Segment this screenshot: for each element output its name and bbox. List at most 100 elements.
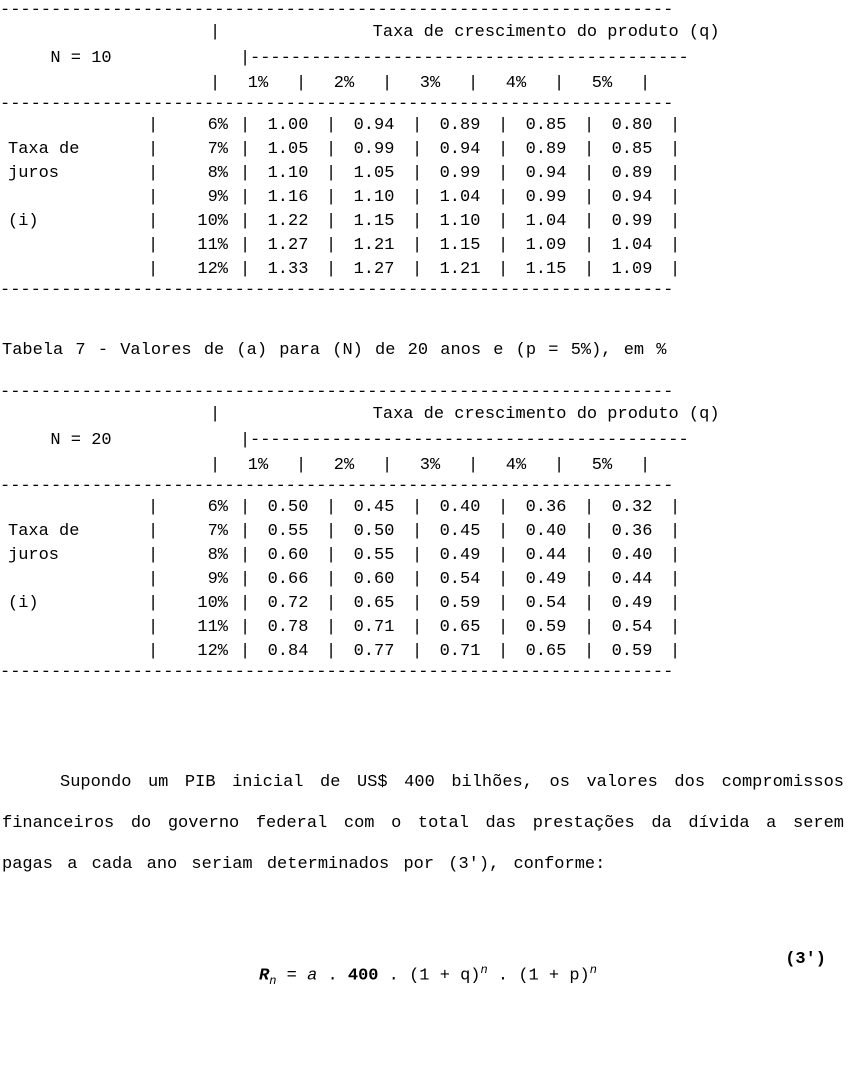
cell: 0.44 [508, 545, 584, 568]
cell: 0.72 [250, 593, 326, 616]
vsep: | [498, 235, 508, 258]
vsep: | [240, 211, 250, 234]
vsep: | [640, 73, 650, 96]
table-row: ----------------------------------------… [0, 665, 856, 683]
cell: 1.04 [508, 211, 584, 234]
rate-label: 8% [158, 545, 240, 568]
cell: 0.44 [594, 569, 670, 592]
vsep: | [210, 404, 220, 427]
table-row: |6%|0.50|0.45|0.40|0.36|0.32| [0, 497, 856, 521]
cell: 0.59 [594, 641, 670, 664]
vsep: | [240, 497, 250, 520]
dash-rule: ----------------------------------------… [0, 0, 673, 22]
cell: 0.78 [250, 617, 326, 640]
vsep: | [670, 641, 680, 664]
eq-sign: = [276, 966, 307, 985]
table-row: ----------------------------------------… [0, 282, 856, 300]
vsep: | [670, 115, 680, 138]
vsep: | [584, 593, 594, 616]
eq-const: 400 [348, 966, 379, 985]
vsep: | [326, 641, 336, 664]
table-row: |12%|0.84|0.77|0.71|0.65|0.59| [0, 641, 856, 665]
eq-dot2: . [378, 966, 409, 985]
dash-rule: ----------------------------------------… [0, 476, 673, 499]
table-row: |9%|0.66|0.60|0.54|0.49|0.44| [0, 569, 856, 593]
vsep: | [498, 115, 508, 138]
vsep: | [584, 235, 594, 258]
col-header: 1% [220, 73, 296, 96]
cell: 0.71 [422, 641, 498, 664]
cell: 0.99 [336, 139, 412, 162]
vsep: | [240, 115, 250, 138]
row-label: juros [0, 545, 148, 568]
table-row: |11%|0.78|0.71|0.65|0.59|0.54| [0, 617, 856, 641]
cell: 0.32 [594, 497, 670, 520]
cell: 1.04 [594, 235, 670, 258]
vsep: | [670, 211, 680, 234]
vsep: | [326, 115, 336, 138]
vsep: | [412, 497, 422, 520]
vsep: | [584, 139, 594, 162]
col-header: 3% [392, 73, 468, 96]
cell: 0.99 [422, 163, 498, 186]
cell: 1.09 [594, 259, 670, 282]
table-row: | Taxa de crescimento do produto (q) [0, 403, 856, 429]
growth-title: Taxa de crescimento do produto (q) [220, 404, 856, 427]
cell: 1.27 [250, 235, 326, 258]
cell: 0.99 [594, 211, 670, 234]
vsep: | [148, 521, 158, 544]
cell: 0.77 [336, 641, 412, 664]
vsep: | [240, 569, 250, 592]
table-row: |1%|2%|3%|4%|5%| [0, 455, 856, 479]
cell: 1.10 [250, 163, 326, 186]
cell: 1.05 [336, 163, 412, 186]
cell: 0.49 [422, 545, 498, 568]
vsep: | [240, 48, 250, 71]
row-label: Taxa de [0, 139, 148, 162]
rate-label: 7% [158, 521, 240, 544]
cell: 0.36 [594, 521, 670, 544]
table-row: |9%|1.16|1.10|1.04|0.99|0.94| [0, 186, 856, 210]
vsep: | [326, 593, 336, 616]
cell: 0.54 [594, 617, 670, 640]
table-row: |12%|1.33|1.27|1.21|1.15|1.09| [0, 258, 856, 282]
vsep: | [584, 521, 594, 544]
vsep: | [240, 139, 250, 162]
cell: 0.54 [422, 569, 498, 592]
vsep: | [670, 235, 680, 258]
vsep: | [670, 187, 680, 210]
vsep: | [210, 455, 220, 478]
vsep: | [326, 259, 336, 282]
vsep: | [240, 235, 250, 258]
eq-dot3: . [488, 966, 519, 985]
col-header: 2% [306, 73, 382, 96]
cell: 0.59 [422, 593, 498, 616]
cell: 0.65 [336, 593, 412, 616]
vsep: | [412, 593, 422, 616]
cell: 1.16 [250, 187, 326, 210]
vsep: | [412, 569, 422, 592]
rate-label: 6% [158, 115, 240, 138]
dash-rule: ----------------------------------------… [250, 430, 689, 453]
vsep: | [498, 497, 508, 520]
n-label: N = 10 [0, 48, 240, 71]
vsep: | [412, 545, 422, 568]
vsep: | [240, 259, 250, 282]
vsep: | [670, 569, 680, 592]
table-n20: ----------------------------------------… [0, 385, 856, 683]
vsep: | [670, 545, 680, 568]
vsep: | [382, 73, 392, 96]
vsep: | [670, 617, 680, 640]
vsep: | [326, 569, 336, 592]
table-row: | Taxa de crescimento do produto (q) [0, 20, 856, 46]
row-label: (i) [0, 211, 148, 234]
vsep: | [498, 259, 508, 282]
growth-title: Taxa de crescimento do produto (q) [220, 22, 856, 45]
vsep: | [584, 545, 594, 568]
cell: 0.94 [336, 115, 412, 138]
cell: 0.89 [422, 115, 498, 138]
vsep: | [210, 22, 220, 45]
vsep: | [148, 259, 158, 282]
vsep: | [584, 163, 594, 186]
cell: 0.49 [594, 593, 670, 616]
